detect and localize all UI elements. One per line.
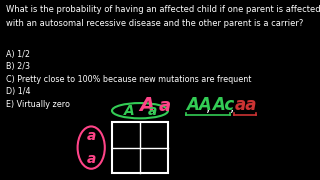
Text: B) 2/3: B) 2/3 xyxy=(6,62,30,71)
Text: E) Virtually zero: E) Virtually zero xyxy=(6,100,70,109)
Text: a: a xyxy=(86,129,96,143)
Text: D) 1/4: D) 1/4 xyxy=(6,87,31,96)
Text: AA: AA xyxy=(186,96,212,114)
Text: with an autosomal recessive disease and the other parent is a carrier?: with an autosomal recessive disease and … xyxy=(6,19,304,28)
Text: aa: aa xyxy=(235,96,258,114)
Text: ,: , xyxy=(152,100,156,114)
Text: a: a xyxy=(158,97,171,115)
Text: C) Pretty close to 100% because new mutations are frequent: C) Pretty close to 100% because new muta… xyxy=(6,75,252,84)
Text: ,: , xyxy=(230,100,234,114)
Bar xyxy=(112,122,168,173)
Text: What is the probability of having an affected child if one parent is affected: What is the probability of having an aff… xyxy=(6,5,320,14)
Text: a: a xyxy=(86,152,96,166)
Text: A: A xyxy=(139,96,154,115)
Text: a: a xyxy=(148,104,157,118)
Text: ,: , xyxy=(206,100,211,114)
Text: A) 1/2: A) 1/2 xyxy=(6,50,30,59)
Text: A: A xyxy=(124,104,134,118)
Text: Ac: Ac xyxy=(212,96,234,114)
